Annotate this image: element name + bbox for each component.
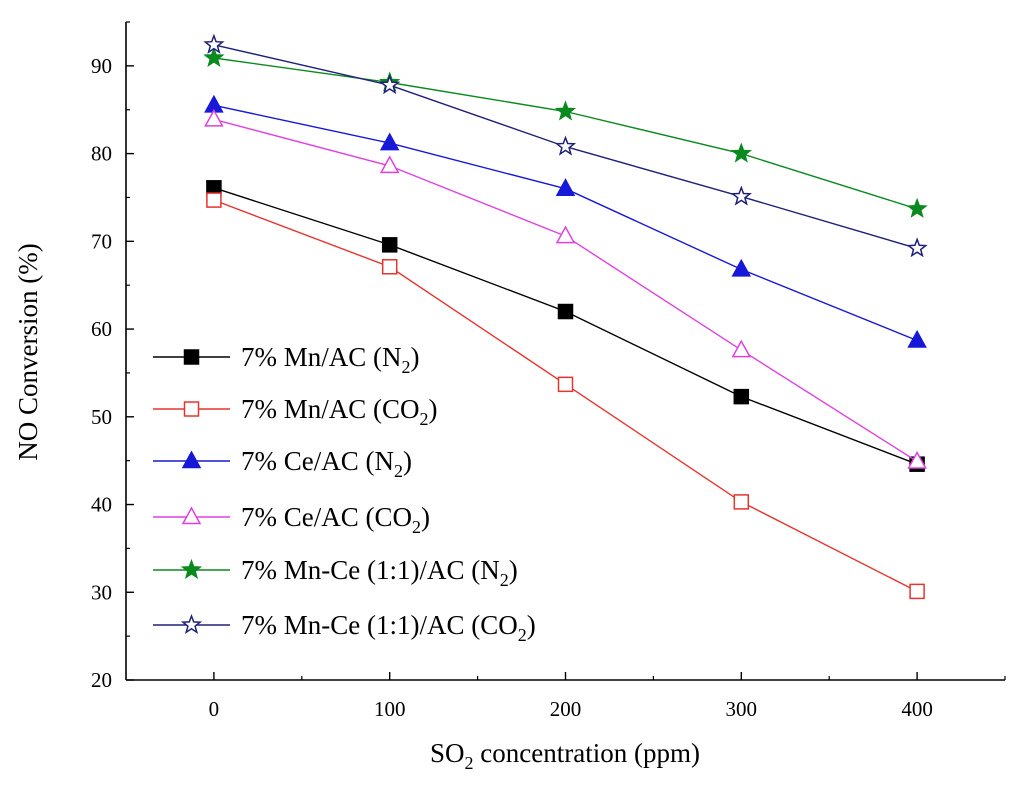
data-point: [381, 259, 398, 275]
legend-label-rest: ): [403, 446, 412, 476]
data-point: [907, 450, 927, 469]
data-point: [909, 583, 925, 600]
legend-marker: [181, 450, 202, 469]
legend-label: 7% Mn-Ce (1:1)/AC (N2): [241, 555, 518, 590]
legend-label: 7% Mn/AC (CO2): [241, 394, 438, 429]
legend-label-sub: 2: [500, 570, 509, 590]
y-tick-label: 90: [91, 54, 112, 78]
data-point: [206, 192, 222, 208]
y-tick-label: 60: [91, 317, 112, 341]
legend-item: 7% Ce/AC (CO2): [153, 502, 430, 537]
legend-item: 7% Mn/AC (N2): [153, 342, 420, 377]
legend-label-main: 7% Mn/AC (CO: [241, 394, 420, 424]
data-point: [730, 185, 752, 206]
series-3: [204, 94, 927, 348]
data-point: [733, 494, 750, 510]
x-axis-title-rest: concentration (ppm): [474, 738, 700, 768]
data-point: [203, 46, 225, 68]
legend-marker: [183, 401, 200, 417]
series-2: [206, 192, 925, 600]
data-point: [379, 132, 400, 151]
y-tick-label: 20: [91, 668, 112, 692]
data-point: [730, 142, 752, 163]
legend-label-main: 7% Mn-Ce (1:1)/AC (N: [241, 555, 500, 585]
data-point: [906, 237, 928, 258]
series-1: [206, 180, 925, 472]
data-point: [555, 225, 576, 244]
data-point: [554, 135, 577, 156]
legend-label-sub: 2: [402, 357, 411, 377]
series-layer: [203, 33, 928, 600]
data-point: [557, 376, 574, 393]
legend-label-rest: ): [421, 502, 430, 532]
legend-label-main: 7% Mn-Ce (1:1)/AC (CO: [241, 610, 518, 640]
legend-label-sub: 2: [420, 409, 429, 429]
y-tick-label: 80: [91, 142, 112, 166]
data-point: [731, 258, 752, 277]
data-point: [906, 197, 928, 218]
legend-label: 7% Ce/AC (N2): [241, 446, 412, 481]
data-point: [731, 339, 752, 358]
legend-item: 7% Ce/AC (N2): [153, 446, 412, 481]
data-point: [204, 108, 224, 127]
legend-label-main: 7% Ce/AC (N: [241, 446, 394, 476]
ticks-layer: 20 30 40 50 60 70 80 90 0 100 200 300 400: [91, 21, 1006, 721]
y-tick-label: 30: [91, 580, 112, 604]
y-tick-label: 40: [91, 493, 112, 517]
legend: 7% Mn/AC (N2)7% Mn/AC (CO2)7% Ce/AC (N2)…: [153, 342, 536, 645]
legend-marker: [183, 349, 200, 365]
y-tick-label: 70: [91, 229, 112, 253]
x-axis-title-main: SO: [430, 738, 465, 768]
legend-label: 7% Mn-Ce (1:1)/AC (CO2): [241, 610, 536, 645]
x-tick-label: 300: [726, 697, 758, 721]
data-point: [379, 155, 400, 174]
x-axis-title-sub: 2: [465, 753, 474, 773]
data-point: [203, 33, 225, 54]
legend-label: 7% Ce/AC (CO2): [241, 502, 430, 537]
x-axis-title: SO2 concentration (ppm): [430, 738, 700, 773]
legend-label-main: 7% Ce/AC (CO: [241, 502, 412, 532]
series-4: [204, 108, 927, 469]
data-point: [379, 74, 401, 95]
legend-marker: [180, 558, 203, 580]
legend-item: 7% Mn-Ce (1:1)/AC (CO2): [153, 610, 536, 645]
legend-marker: [181, 506, 202, 525]
data-point: [907, 329, 927, 348]
data-point: [381, 237, 398, 253]
legend-label-sub: 2: [412, 517, 421, 537]
series-6: [203, 33, 928, 258]
legend-label-main: 7% Mn/AC (N: [241, 342, 402, 372]
y-tick-label: 50: [91, 405, 112, 429]
legend-label-sub: 2: [394, 461, 403, 481]
data-point: [733, 388, 750, 405]
x-tick-label: 0: [209, 697, 220, 721]
legend-item: 7% Mn/AC (CO2): [153, 394, 438, 429]
y-axis-title: NO Conversion (%): [13, 243, 43, 460]
x-tick-label: 400: [901, 697, 933, 721]
legend-label-rest: ): [429, 394, 438, 424]
legend-item: 7% Mn-Ce (1:1)/AC (N2): [153, 555, 518, 590]
legend-label-rest: ): [411, 342, 420, 372]
data-point: [557, 303, 574, 320]
legend-label-rest: ): [527, 610, 536, 640]
data-point: [555, 178, 576, 196]
legend-label-sub: 2: [518, 625, 527, 645]
legend-label: 7% Mn/AC (N2): [241, 342, 420, 377]
x-tick-label: 200: [550, 697, 582, 721]
legend-marker: [180, 613, 203, 635]
x-tick-label: 100: [374, 697, 406, 721]
legend-label-rest: ): [509, 555, 518, 585]
data-point: [554, 100, 577, 121]
